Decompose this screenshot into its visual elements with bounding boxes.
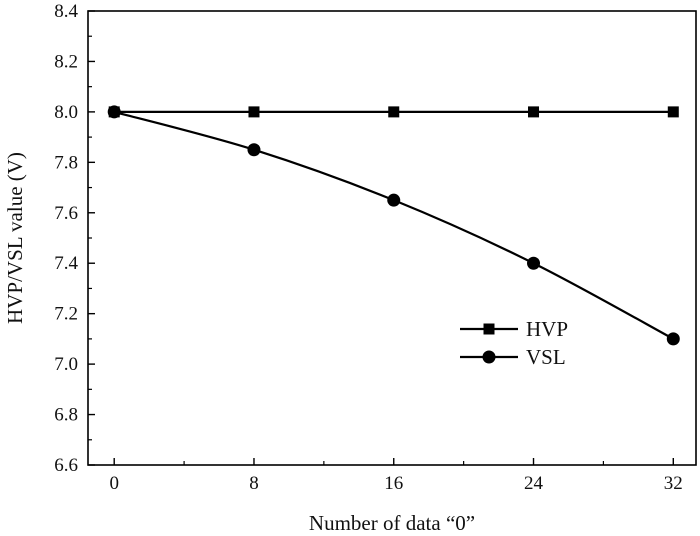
y-tick-label: 7.0	[54, 354, 78, 375]
data-point-hvp	[388, 106, 400, 118]
series-layer	[107, 105, 680, 346]
data-point-vsl	[527, 256, 541, 270]
data-point-hvp	[528, 106, 540, 118]
x-tick-label: 8	[249, 473, 259, 494]
x-axis-title: Number of data “0”	[309, 511, 475, 535]
series-line-vsl	[113, 110, 674, 340]
y-tick-label: 6.6	[54, 455, 78, 476]
plot-frame	[87, 10, 697, 466]
y-tick-label: 8.4	[54, 1, 78, 22]
legend-marker-vsl	[482, 350, 496, 364]
legend-label-hvp: HVP	[526, 317, 568, 341]
data-point-vsl	[387, 193, 401, 207]
x-tick-label: 0	[109, 473, 119, 494]
y-axis: 6.6 6.8 7.0 7.2 7.4 7.6 7.8 8.0 8.2 8.4	[54, 1, 95, 476]
data-point-vsl	[666, 332, 680, 346]
y-tick-label: 8.0	[54, 102, 78, 123]
data-point-vsl	[247, 143, 261, 157]
y-axis-title: HVP/VSL value (V)	[3, 152, 27, 324]
x-tick-label: 32	[664, 473, 683, 494]
y-tick-label: 8.2	[54, 51, 78, 72]
y-tick-label: 7.8	[54, 152, 78, 173]
x-axis: 0 8 16 24 32	[109, 458, 683, 494]
y-tick-label: 6.8	[54, 405, 78, 426]
legend-label-vsl: VSL	[526, 345, 566, 369]
data-point-hvp	[667, 106, 679, 118]
legend-marker-hvp	[483, 323, 495, 335]
data-point-vsl	[107, 105, 121, 119]
data-point-hvp	[248, 106, 260, 118]
y-tick-label: 7.6	[54, 203, 78, 224]
y-tick-label: 7.4	[54, 253, 78, 274]
x-tick-label: 24	[524, 473, 544, 494]
y-tick-label: 7.2	[54, 304, 78, 325]
x-tick-label: 16	[384, 473, 403, 494]
legend: HVP VSL	[460, 317, 568, 369]
